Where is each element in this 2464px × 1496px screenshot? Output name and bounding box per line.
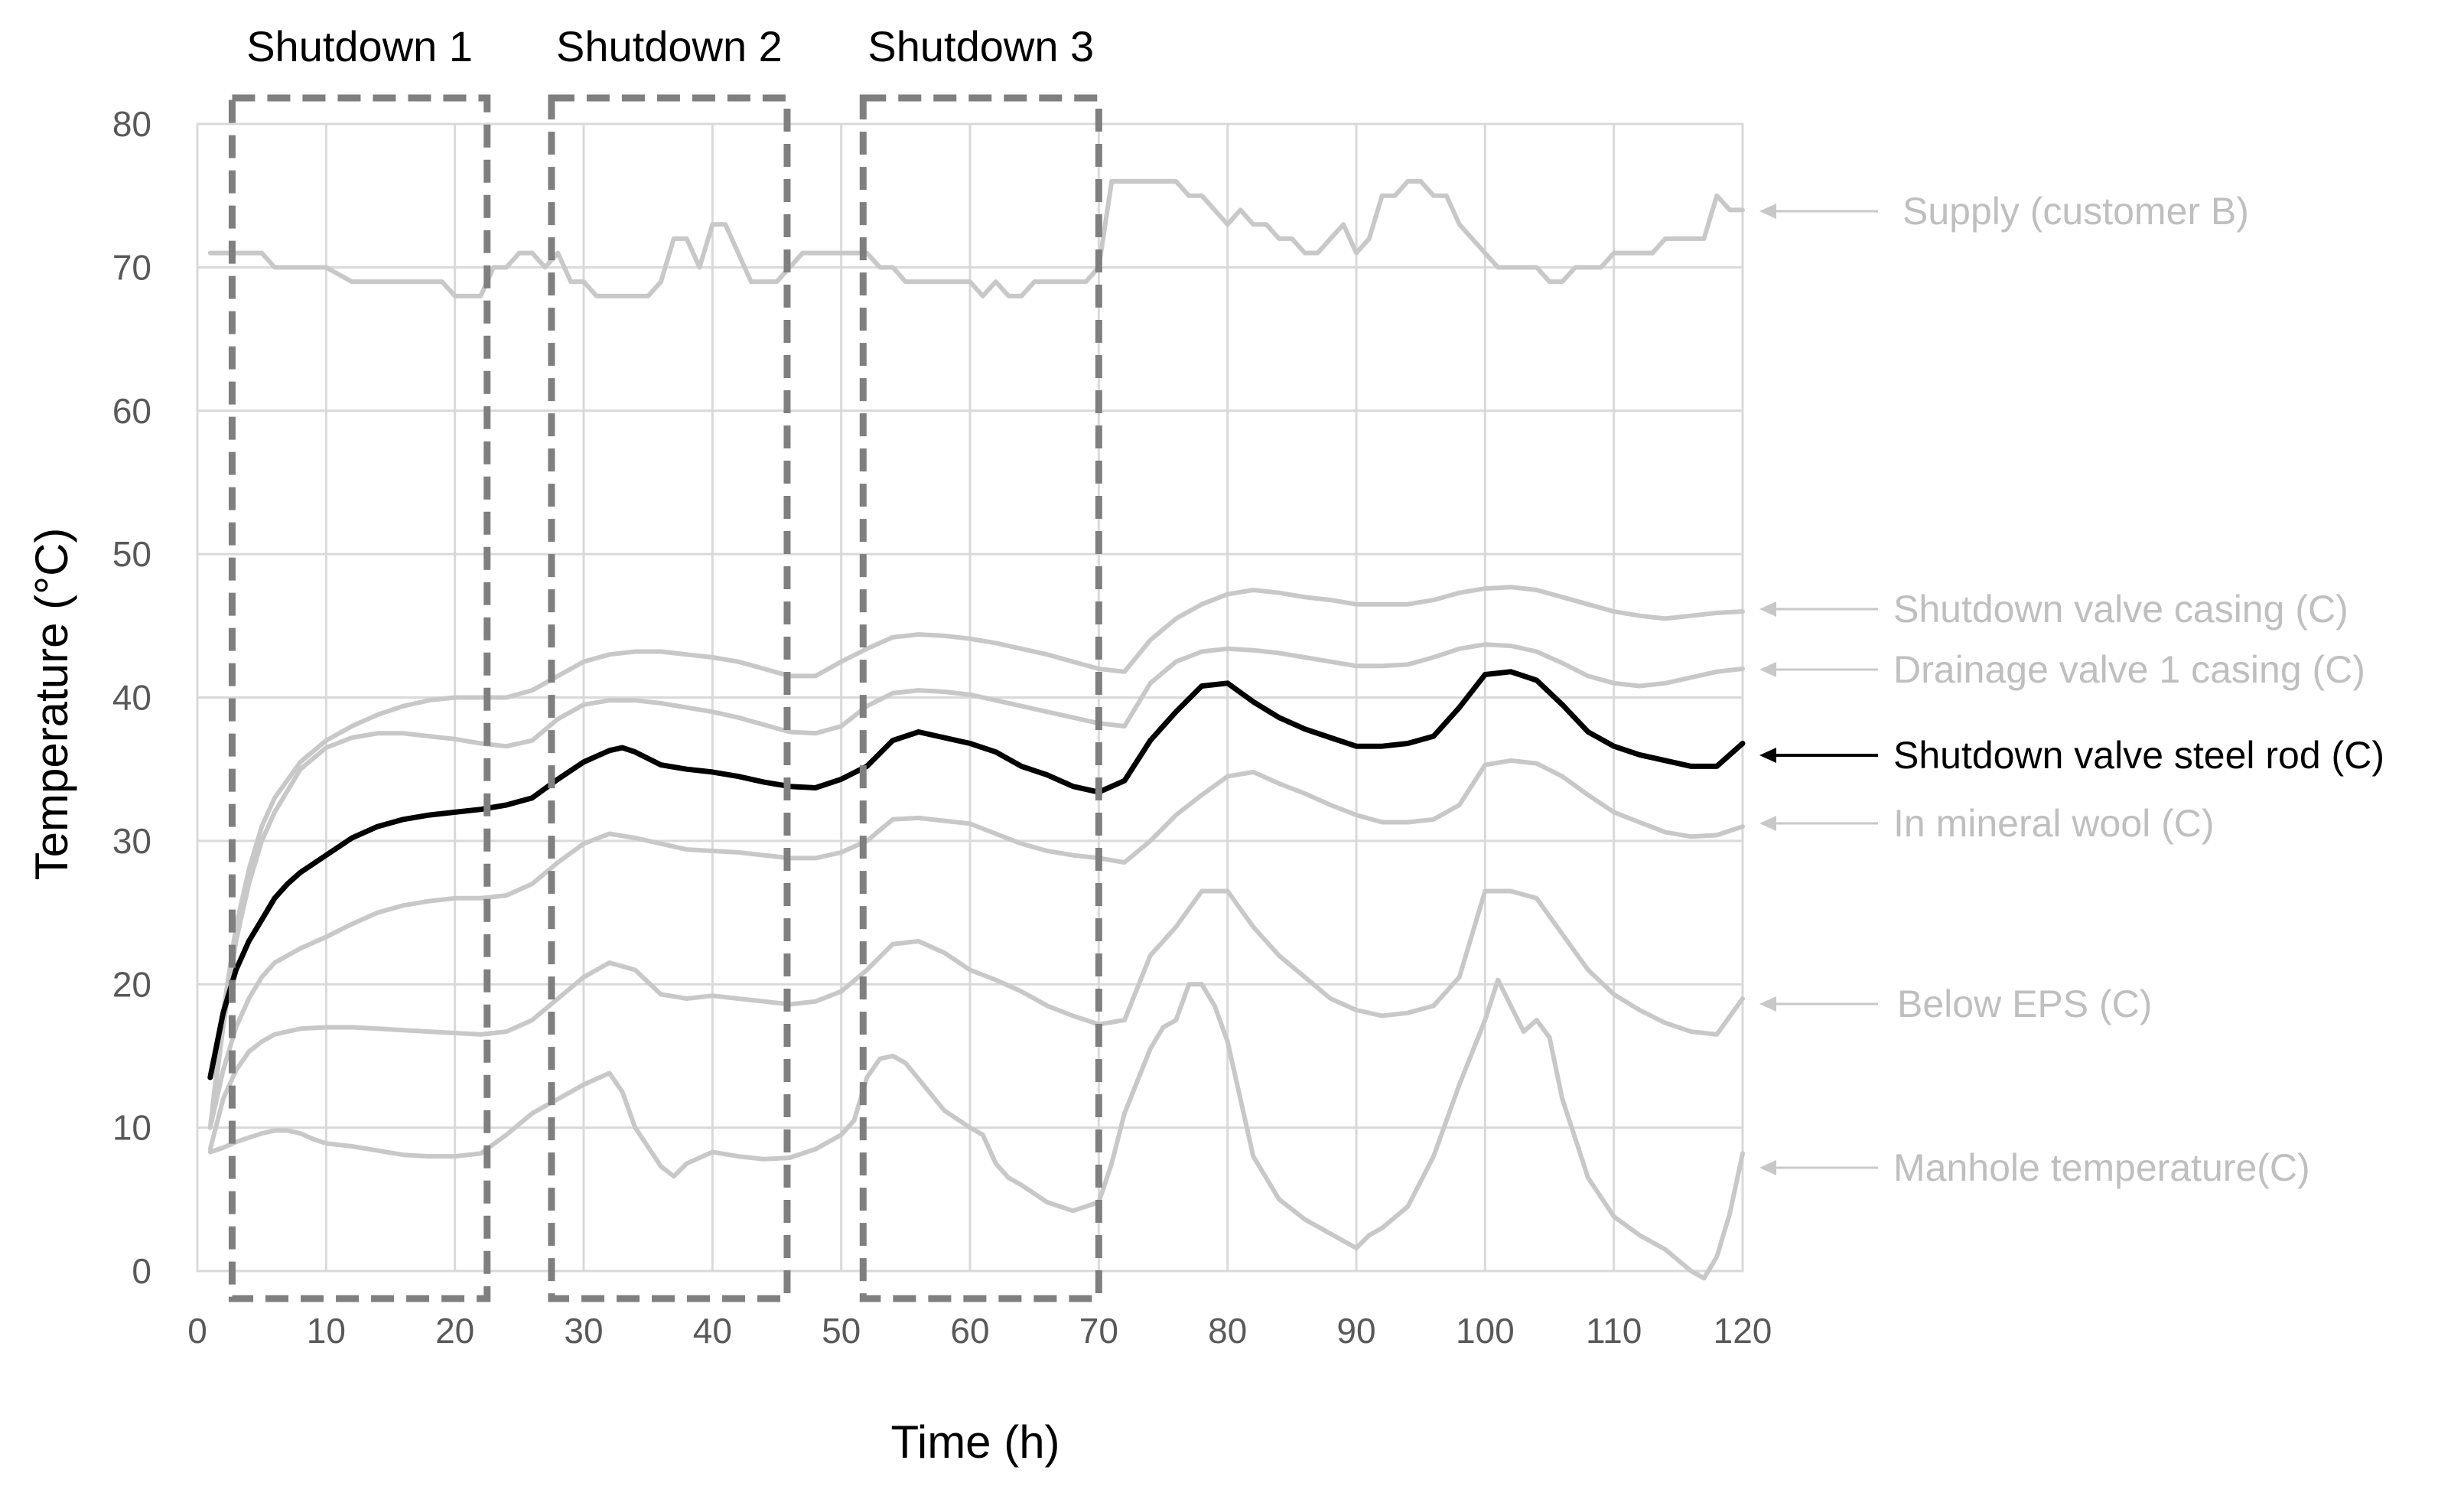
series-annotation-label: Supply (customer B) [1903,190,2249,233]
y-tick-label: 40 [112,678,151,718]
y-tick-label: 0 [132,1251,151,1291]
shutdown-box-2 [548,94,791,1302]
shutdown-label-1: Shutdown 1 [246,22,473,70]
series-line-shutdown-valve-steel-rod-c [207,669,1746,1080]
y-tick-label: 60 [112,391,151,431]
y-axis-title: Temperature (°C) [26,528,77,881]
x-tick-label: 50 [822,1311,861,1351]
series-annotation-label: In mineral wool (C) [1893,802,2215,845]
x-axis-title: Time (h) [890,1416,1059,1468]
y-tick-label: 50 [112,534,151,574]
shutdown-boxes: Shutdown 1 Shutdown 2 Shutdown 3 [228,22,1102,1302]
grid [196,122,1744,1273]
series-annotation-label: Below EPS (C) [1897,983,2152,1025]
x-tick-label: 90 [1336,1311,1375,1351]
x-tick-label: 40 [693,1311,732,1351]
y-tick-label: 20 [112,964,151,1004]
x-tick-label: 60 [950,1311,989,1351]
series-line-shutdown-valve-casing-c [207,585,1745,1130]
series-line-in-mineral-wool-c [207,758,1745,1130]
series-line-below-eps-c [207,888,1745,1152]
series-line-supply-customer-b [207,179,1745,298]
series-line-manhole-temperature-c [207,977,1745,1281]
series-annotation-label: Drainage valve 1 casing (C) [1893,648,2365,691]
series-annotation-label: Manhole temperature(C) [1893,1146,2310,1189]
shutdown-box-1 [228,94,491,1302]
y-tick-label: 10 [112,1108,151,1148]
x-tick-label: 30 [564,1311,603,1351]
y-tick-label: 70 [112,247,151,287]
shutdown-label-3: Shutdown 3 [867,22,1094,70]
annotation-arrowhead [1759,996,1776,1012]
x-axis-ticks: 0 10 20 30 40 50 60 70 80 90 100 110 120 [187,1311,1772,1351]
series-annotations: Supply (customer B) Shutdown valve casing… [1759,190,2384,1189]
annotation-arrowhead [1759,204,1776,219]
shutdown-box-3 [859,94,1102,1302]
series-line-drainage-valve-1-casing-c [207,642,1745,1130]
y-tick-label: 80 [112,104,151,144]
annotation-arrowhead [1759,1160,1776,1175]
x-tick-label: 10 [307,1311,346,1351]
x-tick-label: 20 [435,1311,474,1351]
x-tick-label: 100 [1456,1311,1515,1351]
x-tick-label: 110 [1586,1311,1642,1351]
annotation-arrowhead [1759,748,1776,763]
shutdown-label-2: Shutdown 2 [556,22,783,70]
y-tick-label: 30 [112,821,151,861]
annotation-arrowhead [1759,816,1776,831]
annotation-arrowhead [1759,601,1776,617]
x-tick-label: 80 [1208,1311,1247,1351]
series-annotation-label: Shutdown valve steel rod (C) [1893,734,2384,777]
x-tick-label: 70 [1079,1311,1118,1351]
y-axis-ticks: 0 10 20 30 40 50 60 70 80 [112,104,151,1291]
annotation-arrowhead [1759,662,1776,677]
series-lines [207,179,1746,1281]
x-tick-label: 0 [187,1311,207,1351]
series-annotation-label: Shutdown valve casing (C) [1893,588,2348,631]
x-tick-label: 120 [1714,1311,1772,1351]
